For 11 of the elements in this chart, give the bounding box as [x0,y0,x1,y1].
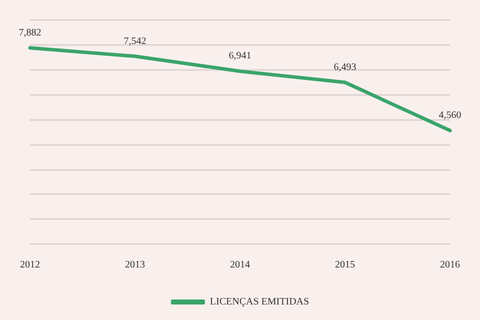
x-tick-label: 2014 [230,260,250,270]
data-label: 6,941 [228,50,252,62]
legend-label: LICENÇAS EMITIDAS [210,296,310,308]
x-tick-label: 2012 [20,260,40,270]
data-label: 7,542 [124,36,146,47]
data-label: 6,493 [334,62,356,73]
data-label: 7,882 [18,27,42,38]
x-tick-label: 2016 [440,260,460,270]
x-tick-label: 2013 [125,260,145,270]
data-label: 4,560 [438,110,462,122]
x-tick-label: 2015 [335,260,355,270]
